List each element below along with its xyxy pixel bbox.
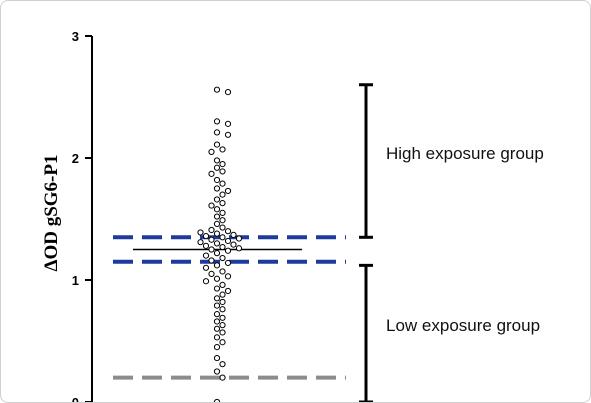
data-point — [213, 118, 221, 125]
data-point — [219, 268, 226, 275]
data-point — [213, 185, 221, 192]
data-point — [235, 245, 243, 252]
data-point — [208, 246, 215, 253]
data-point — [224, 287, 232, 295]
data-point — [213, 220, 221, 227]
data-point — [208, 226, 215, 234]
data-point — [224, 89, 232, 96]
data-point — [208, 257, 215, 264]
data-point — [230, 241, 237, 248]
data-point — [219, 314, 226, 321]
data-point — [219, 200, 226, 207]
data-point — [202, 242, 210, 249]
data-point — [219, 281, 226, 288]
data-point — [208, 202, 215, 209]
y-tick-label: 0 — [72, 395, 79, 403]
data-point — [213, 311, 221, 318]
data-point — [224, 120, 232, 127]
data-point — [202, 232, 210, 240]
reference-lines — [113, 235, 346, 380]
data-point — [213, 285, 221, 292]
data-point — [219, 291, 226, 298]
data-point — [197, 239, 204, 246]
data-point — [213, 354, 221, 362]
data-point — [213, 295, 221, 302]
data-point — [219, 191, 226, 198]
data-point — [224, 247, 232, 254]
data-point — [219, 361, 226, 368]
data-point — [213, 176, 221, 184]
data-point — [219, 161, 226, 168]
data-point — [208, 236, 215, 243]
data-point — [213, 344, 221, 351]
data-point — [219, 224, 226, 231]
data-point — [219, 209, 226, 216]
data-point — [213, 86, 221, 93]
data-point — [224, 237, 232, 245]
data-point — [213, 196, 221, 203]
data-point — [219, 180, 226, 187]
data-point — [213, 368, 221, 375]
data-point — [213, 206, 221, 213]
y-tick-label: 3 — [72, 29, 79, 44]
data-point — [197, 229, 204, 236]
data-point — [224, 187, 232, 195]
data-point — [219, 168, 226, 175]
data-point — [219, 243, 226, 251]
data-point — [202, 278, 210, 285]
data-point — [213, 334, 221, 341]
data-point — [219, 339, 226, 346]
data-point — [213, 157, 221, 164]
data-point — [213, 398, 221, 402]
data-point — [230, 231, 237, 238]
data-point — [208, 170, 215, 177]
data-point — [219, 322, 226, 329]
data-point — [219, 254, 226, 262]
y-axis: 0 1 2 3 — [72, 29, 93, 403]
y-tick-label: 2 — [72, 151, 79, 166]
y-axis-label: ΔOD gSG6-P1 — [41, 155, 62, 272]
data-point — [213, 262, 221, 269]
data-point — [219, 298, 226, 306]
data-point — [213, 240, 221, 247]
data-point — [224, 131, 232, 138]
data-point — [208, 270, 215, 277]
data-point — [208, 148, 215, 155]
data-point — [224, 273, 232, 280]
group-brackets: High exposure group Low exposure group — [359, 83, 544, 402]
data-point — [213, 302, 221, 309]
data-point — [224, 228, 232, 235]
data-point — [219, 146, 226, 153]
data-point — [219, 374, 226, 381]
data-point — [213, 230, 221, 237]
data-point — [202, 264, 210, 271]
data-point — [213, 318, 221, 325]
data-point — [219, 306, 226, 313]
data-point — [213, 275, 221, 282]
data-point — [213, 129, 221, 136]
y-tick-label: 1 — [72, 273, 79, 288]
data-point — [213, 250, 221, 257]
data-points — [197, 86, 243, 402]
data-point — [213, 141, 221, 148]
data-point — [213, 164, 221, 171]
data-point — [213, 213, 221, 220]
data-point — [213, 325, 221, 332]
group-label: Low exposure group — [386, 316, 540, 335]
data-point — [224, 259, 232, 267]
data-point — [219, 217, 226, 224]
data-point — [202, 252, 210, 259]
data-point — [235, 235, 243, 242]
data-point — [219, 234, 226, 241]
group-label: High exposure group — [386, 144, 544, 163]
data-point — [219, 329, 226, 336]
